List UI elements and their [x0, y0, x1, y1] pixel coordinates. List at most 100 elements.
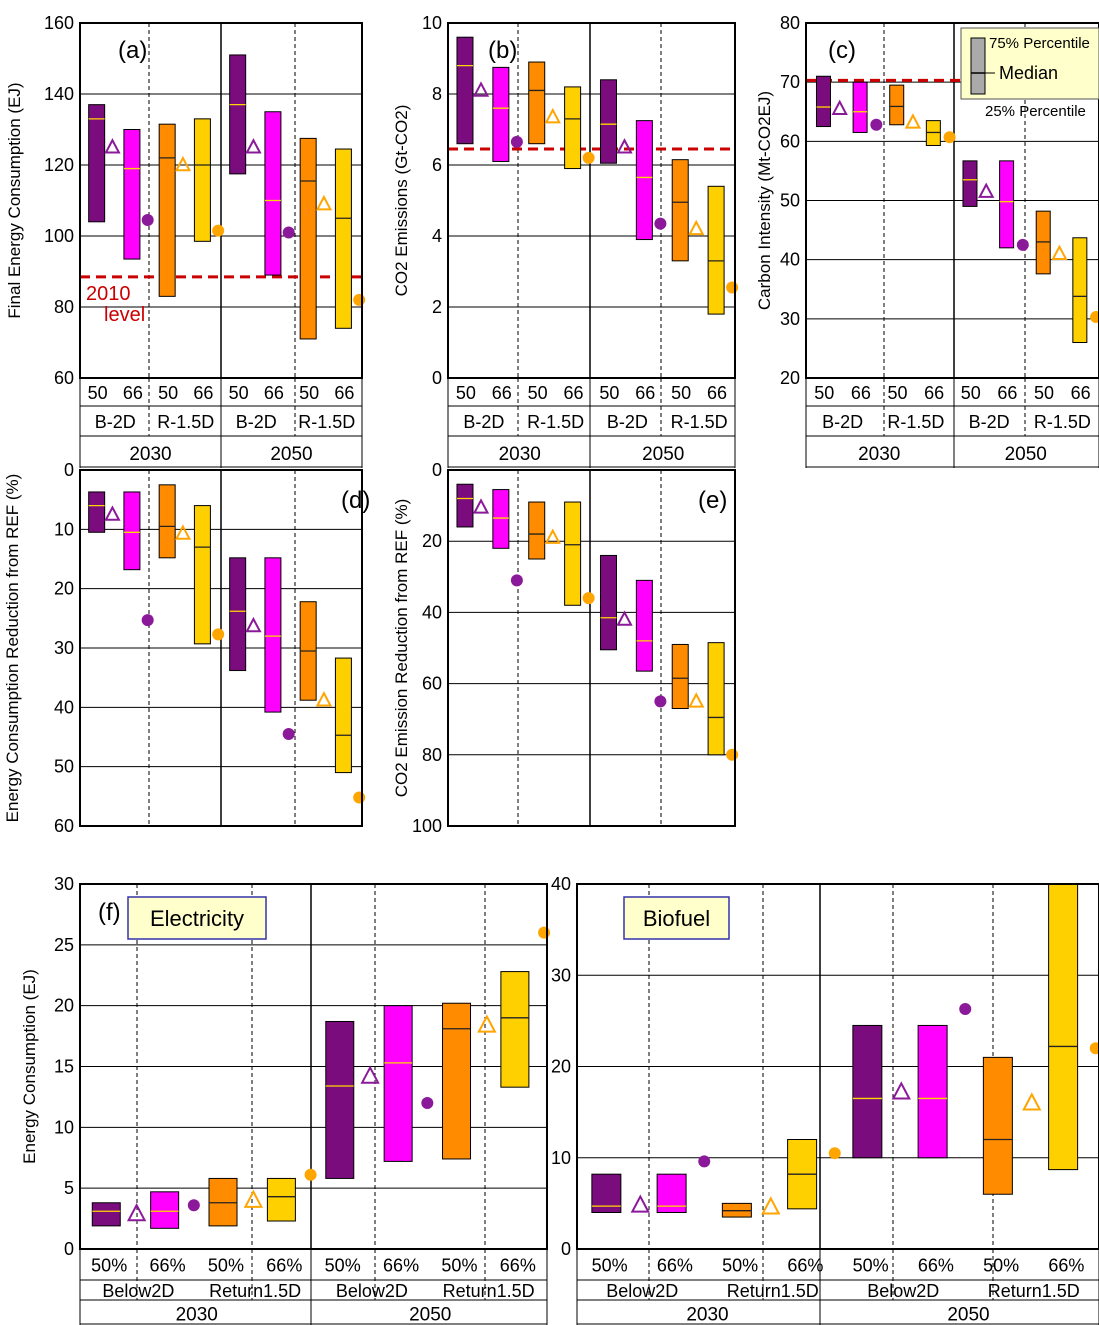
box-5: [264, 111, 282, 276]
y-tick-label: 6: [432, 155, 442, 175]
triangle-marker: [688, 219, 705, 236]
legend-box-swatch: [970, 37, 986, 95]
x-label-year: 2050: [1005, 444, 1047, 465]
x-label-year: 2030: [499, 444, 541, 465]
y-tick-label: 30: [551, 965, 571, 985]
box-7: [500, 971, 530, 1088]
legend-label-top: 75% Percentile: [989, 35, 1090, 52]
box-4: [599, 79, 617, 164]
x-label-level: 50%: [722, 1256, 758, 1276]
x-label-level: 66: [851, 383, 871, 403]
box-0: [88, 104, 106, 223]
panel-label: (a): [118, 37, 147, 64]
x-label-scenario: Below2D: [102, 1281, 174, 1301]
y-axis-label: Energy Consumption Reduction from REF (%…: [3, 474, 22, 823]
box-7: [334, 148, 352, 329]
y-tick-label: 8: [432, 84, 442, 104]
triangle-marker: [904, 113, 922, 129]
title-box: [127, 896, 267, 940]
triangle-marker: [245, 138, 262, 154]
x-label-scenario: B-2D: [607, 412, 648, 432]
triangle-marker: [104, 505, 121, 521]
y-tick-label: 50: [780, 191, 800, 211]
box-2: [528, 501, 546, 560]
x-label-level: 50: [671, 383, 691, 403]
x-label-level: 66%: [266, 1256, 302, 1276]
y-tick-label: 160: [44, 13, 74, 33]
y-tick-label: 60: [422, 674, 442, 694]
plot-frame: [79, 469, 363, 827]
x-label-scenario: R-1.5D: [527, 412, 584, 432]
triangle-marker: [174, 155, 192, 172]
dot-marker: [141, 614, 154, 627]
y-tick-label: 0: [432, 460, 442, 480]
box-2: [158, 484, 176, 559]
box-4: [599, 554, 617, 651]
box-6: [299, 137, 317, 340]
x-label-scenario: B-2D: [95, 412, 136, 432]
x-label-level: 50: [456, 383, 476, 403]
x-label-scenario: B-2D: [969, 412, 1010, 432]
dot-marker: [510, 574, 523, 587]
box-2: [158, 123, 176, 297]
y-tick-label: 120: [44, 155, 74, 175]
y-tick-label: 0: [561, 1239, 571, 1259]
x-label-level: 66: [997, 383, 1017, 403]
triangle-marker: [616, 610, 633, 626]
y-tick-label: 70: [780, 72, 800, 92]
y-tick-label: 30: [780, 309, 800, 329]
plot-frame: [447, 22, 736, 379]
triangle-marker: [1051, 244, 1068, 261]
x-label-scenario: R-1.5D: [298, 412, 355, 432]
box-4: [325, 1020, 355, 1179]
x-label-year: 2050: [642, 444, 684, 465]
x-label-level: 66: [707, 383, 727, 403]
box-4: [962, 160, 978, 207]
box-5: [635, 120, 653, 241]
x-label-scenario: R-1.5D: [1034, 412, 1091, 432]
box-7: [334, 657, 352, 774]
legend-label-bottom: 25% Percentile: [985, 103, 1086, 120]
x-label-level: 50%: [853, 1256, 889, 1276]
box-5: [999, 160, 1015, 249]
panel-label: (c): [828, 37, 856, 64]
y-tick-label: 30: [54, 638, 74, 658]
dot-marker: [1016, 238, 1029, 251]
x-label-level: 50%: [592, 1256, 628, 1276]
panel-b: 0 2 4 6 8 10 50 66 50 66 50 66 50 66 B-2D R-1.5D B-2D R-1…: [392, 13, 739, 468]
x-label-level: 66: [123, 383, 143, 403]
dot-marker: [212, 224, 225, 237]
y-tick-label: 30: [54, 874, 74, 894]
triangle-marker: [472, 81, 490, 97]
y-tick-label: 100: [44, 226, 74, 246]
panel-label: (f): [98, 899, 121, 926]
y-tick-label: 100: [412, 816, 442, 836]
box-7: [1072, 237, 1088, 343]
y-axis-label: CO2 Emissions (Gt-CO2): [392, 105, 411, 297]
triangle-marker: [544, 107, 561, 124]
x-label-scenario: B-2D: [822, 412, 863, 432]
box-4: [229, 557, 247, 672]
y-tick-label: 4: [432, 226, 442, 246]
y-tick-label: 0: [432, 368, 442, 388]
y-tick-label: 25: [54, 935, 74, 955]
box-2: [528, 61, 546, 145]
box-0: [815, 75, 831, 128]
box-1: [123, 491, 141, 571]
x-label-level: 66: [924, 383, 944, 403]
x-label-scenario: Return1.5D: [443, 1281, 535, 1301]
box-5: [635, 579, 653, 672]
y-tick-label: 0: [64, 460, 74, 480]
x-label-scenario: Return1.5D: [988, 1281, 1080, 1301]
triangle-marker: [630, 1194, 650, 1213]
x-label-year: 2050: [270, 444, 312, 465]
y-tick-label: 10: [551, 1148, 571, 1168]
x-label-level: 66%: [150, 1256, 186, 1276]
triangle-marker: [104, 138, 121, 154]
x-label-level: 66%: [918, 1256, 954, 1276]
x-label-level: 50: [229, 383, 249, 403]
y-axis-label: Final Energy Consumption (EJ): [5, 82, 24, 318]
x-label-level: 66%: [383, 1256, 419, 1276]
y-tick-label: 80: [54, 297, 74, 317]
y-tick-label: 140: [44, 84, 74, 104]
